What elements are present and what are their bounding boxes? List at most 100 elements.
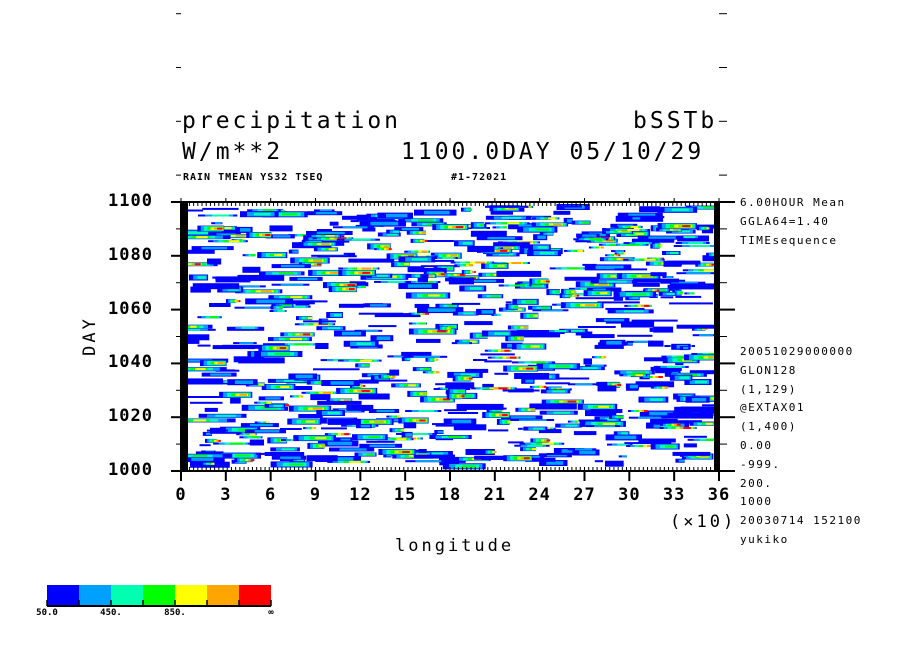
heatmap-cell [416, 259, 455, 262]
heatmap-cell [630, 384, 638, 389]
heatmap-cell [337, 237, 346, 240]
heatmap-cell [705, 438, 714, 441]
heatmap-cell [633, 340, 651, 343]
heatmap-cell [708, 253, 714, 257]
heatmap-cell [424, 452, 444, 456]
heatmap-cell [675, 363, 684, 366]
heatmap-cell [401, 351, 432, 356]
heatmap-cell [413, 454, 455, 459]
heatmap-cell [273, 404, 283, 407]
heatmap-cell [575, 240, 588, 243]
heatmap-cell [598, 283, 608, 286]
heatmap-cell [624, 442, 672, 445]
heatmap-cell [540, 306, 549, 309]
heatmap-cell [519, 337, 524, 340]
heatmap-cell [207, 258, 222, 265]
heatmap-cell [188, 334, 210, 341]
heatmap-cell [356, 342, 372, 346]
heatmap-cell [201, 246, 227, 250]
heatmap-cell [635, 242, 649, 245]
heatmap-cell [481, 310, 494, 314]
heatmap-cell [564, 276, 599, 281]
heatmap-cell [237, 285, 260, 288]
subtitle-right: #1-72021 [451, 172, 508, 183]
heatmap-cell [582, 234, 597, 237]
x-tick-label: 15 [393, 485, 417, 505]
heatmap-cell [408, 384, 417, 387]
heatmap-cell [265, 397, 281, 400]
heatmap-cell [266, 401, 272, 404]
heatmap-cell [509, 356, 517, 359]
heatmap-cell [507, 420, 511, 423]
heatmap-cell [417, 219, 433, 222]
heatmap-cell [609, 243, 616, 246]
heatmap-cell [545, 382, 570, 385]
heatmap-cell [348, 258, 395, 263]
heatmap-cell [650, 272, 667, 277]
heatmap-cell [581, 334, 615, 339]
heatmap-cell [419, 322, 426, 325]
heatmap-cell [402, 451, 410, 453]
heatmap-cell [325, 457, 354, 461]
heatmap-cell [289, 463, 303, 466]
heatmap-cell [435, 424, 473, 427]
heatmap-cell [639, 206, 660, 213]
heatmap-cell [448, 436, 463, 438]
info-line: GGLA64=1.40 [740, 214, 830, 228]
heatmap-cell [202, 207, 239, 210]
heatmap-cell [273, 300, 315, 305]
heatmap-cell [582, 367, 598, 370]
heatmap-cell [463, 312, 475, 315]
heatmap-cell [646, 422, 672, 425]
heatmap-cell [468, 279, 497, 283]
heatmap-cell [597, 385, 617, 392]
heatmap-cell [490, 295, 500, 298]
y-tick-label: 1100 [108, 191, 153, 211]
heatmap-cell [484, 360, 512, 363]
heatmap-cell [249, 433, 256, 436]
heatmap-cell [274, 353, 291, 355]
heatmap-cell [689, 370, 714, 375]
heatmap-cell [421, 250, 428, 253]
heatmap-cell [194, 263, 201, 266]
heatmap-cell [383, 245, 390, 248]
colorbar-swatch [239, 585, 271, 606]
heatmap-cell [368, 325, 397, 328]
heatmap-cell [241, 326, 256, 329]
heatmap-cell [670, 252, 679, 254]
heatmap-cell [594, 460, 603, 463]
heatmap-cell [410, 433, 429, 435]
colorbar-label: 50.0 [36, 608, 58, 618]
heatmap-cell [306, 455, 338, 462]
heatmap-cell [514, 308, 522, 311]
heatmap-cell [393, 355, 408, 358]
heatmap-cell [462, 394, 473, 397]
heatmap-cell [596, 381, 608, 386]
heatmap-cell [601, 246, 604, 249]
heatmap-cell [386, 248, 392, 251]
heatmap-cell [307, 317, 313, 320]
heatmap-cell [553, 210, 571, 215]
heatmap-cell [386, 213, 408, 218]
heatmap-cell [679, 376, 690, 380]
heatmap-cell [373, 420, 385, 423]
heatmap-cell [635, 381, 675, 388]
heatmap-cell [239, 342, 254, 345]
heatmap-cell [206, 429, 228, 432]
heatmap-cell [666, 276, 673, 278]
heatmap-cell [691, 397, 707, 402]
heatmap-cell [230, 442, 243, 445]
heatmap-cell [442, 257, 454, 259]
heatmap-cell [272, 235, 291, 238]
heatmap-cell [300, 395, 303, 398]
heatmap-cell [638, 438, 676, 443]
heatmap-cell [584, 304, 595, 307]
heatmap-cell [702, 353, 714, 355]
heatmap-cell [279, 347, 287, 350]
heatmap-cell [502, 414, 508, 416]
left-edge-bar [181, 202, 188, 471]
heatmap-cell [392, 375, 396, 378]
heatmap-cell [419, 419, 426, 422]
title-time: 1100.0DAY 05/10/29 [401, 139, 705, 165]
heatmap-cell [238, 300, 241, 303]
